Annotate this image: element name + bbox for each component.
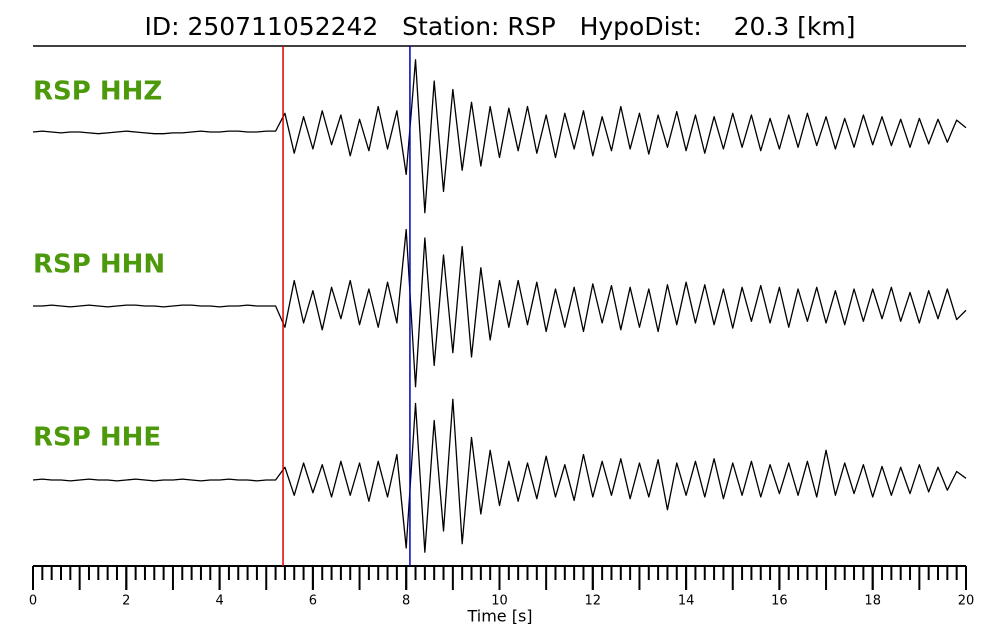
waveform [32,398,967,553]
x-tick-label: 4 [215,594,223,609]
x-tick-label: 10 [491,594,508,609]
x-tick-label: 8 [402,594,410,609]
x-tick-label: 18 [864,594,881,609]
x-tick-label: 16 [771,594,788,609]
waveform [32,59,967,214]
x-tick-label: 0 [29,594,37,609]
x-axis-label: Time [s] [466,607,532,626]
x-tick-label: 14 [678,594,695,609]
x-tick-label: 6 [309,594,317,609]
x-tick-label: 2 [122,594,130,609]
chart-title: ID: 250711052242 Station: RSP HypoDist: … [144,12,855,41]
trace-label: RSP HHN [33,250,165,280]
x-tick-label: 12 [585,594,602,609]
trace-label: RSP HHZ [33,77,162,107]
trace-label: RSP HHE [33,423,161,453]
x-tick-label: 20 [958,594,975,609]
waveform [33,228,967,388]
